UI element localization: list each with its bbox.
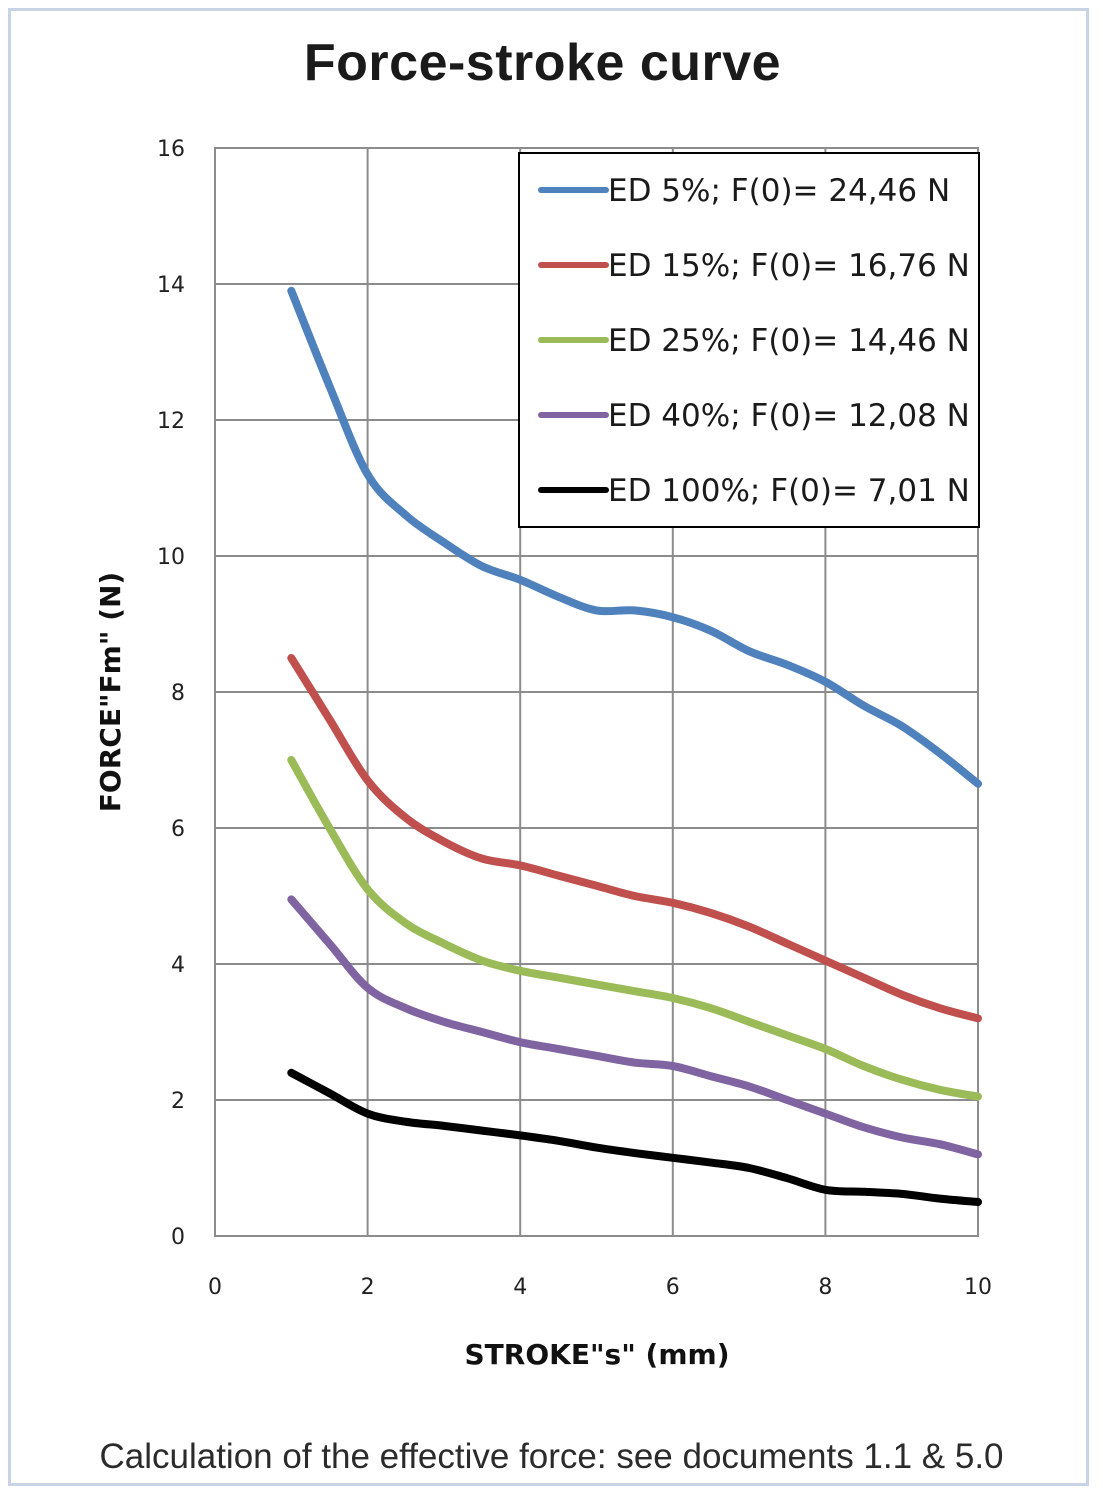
legend-label: ED 25%; F(0)= 14,46 N <box>608 323 970 359</box>
legend-label: ED 100%; F(0)= 7,01 N <box>608 473 970 509</box>
x-tick-label: 4 <box>513 1275 527 1300</box>
legend-label: ED 15%; F(0)= 16,76 N <box>608 248 970 284</box>
y-tick-label: 0 <box>171 1225 185 1250</box>
y-tick-label: 16 <box>157 137 185 162</box>
legend-label: ED 40%; F(0)= 12,08 N <box>608 398 970 434</box>
x-tick-label: 8 <box>818 1275 832 1300</box>
x-tick-label: 10 <box>964 1275 992 1300</box>
x-tick-label: 2 <box>361 1275 375 1300</box>
y-tick-label: 2 <box>171 1089 185 1114</box>
chart-title: Force-stroke curve <box>303 34 782 92</box>
y-tick-label: 12 <box>157 409 185 434</box>
tick-labels: 0 2 4 6 8 10 0 2 4 6 8 10 12 14 16 <box>157 137 992 1300</box>
series-line <box>287 286 982 788</box>
y-tick-label: 8 <box>171 681 185 706</box>
series-line <box>287 1068 982 1206</box>
caption-text: Calculation of the effective force: see … <box>99 1437 1004 1476</box>
legend: ED 5%; F(0)= 24,46 N ED 15%; F(0)= 16,76 … <box>518 152 980 528</box>
series-line <box>287 895 982 1159</box>
y-tick-label: 6 <box>171 817 185 842</box>
y-tick-label: 4 <box>171 953 185 978</box>
y-tick-label: 14 <box>157 273 185 298</box>
legend-label: ED 5%; F(0)= 24,46 N <box>608 173 950 209</box>
series-line <box>287 654 982 1023</box>
x-tick-label: 6 <box>666 1275 680 1300</box>
y-tick-label: 10 <box>157 545 185 570</box>
series-lines <box>287 286 982 1206</box>
x-axis-label: STROKE"s" (mm) <box>465 1338 730 1371</box>
series-line <box>287 756 982 1101</box>
x-tick-label: 0 <box>208 1275 222 1300</box>
y-axis-label: FORCE"Fm" (N) <box>94 572 127 812</box>
